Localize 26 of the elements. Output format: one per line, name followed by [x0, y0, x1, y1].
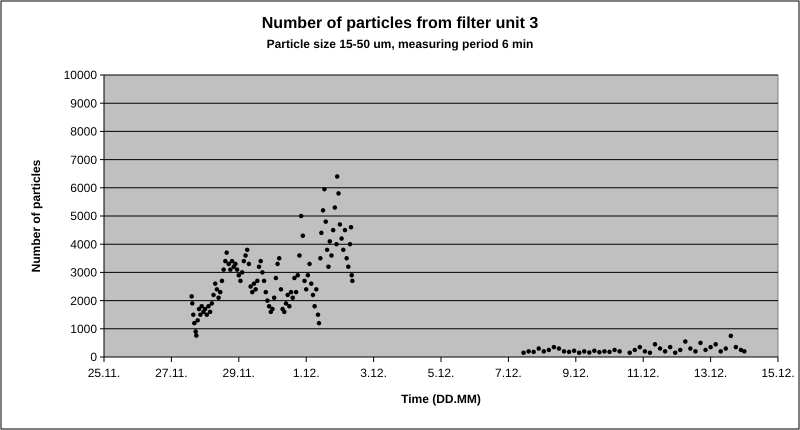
y-tick-label: 6000 [70, 181, 98, 195]
y-tick-label: 5000 [70, 209, 98, 224]
x-tick-label: 5.12. [428, 366, 454, 380]
y-tick-label: 9000 [70, 96, 98, 110]
y-tick-label: 0 [90, 350, 98, 364]
y-tick-label: 4000 [70, 237, 98, 252]
x-tick-label: 9.12. [562, 366, 590, 380]
x-tick-label: 11.12. [626, 366, 660, 380]
y-tick-label: 2000 [70, 294, 98, 308]
y-tick-label: 10000 [64, 68, 98, 82]
chart-subtitle: Particle size 15-50 um, measuring period 6 min [266, 37, 534, 51]
x-tick-label: 27.11. [155, 366, 188, 380]
x-tick-label: 15.12. [761, 366, 795, 380]
x-tick-label: 25.11. [88, 366, 120, 380]
x-tick-label: 3.12. [360, 366, 387, 380]
y-axis-title: Number of particles [29, 159, 43, 272]
y-tick-label: 1000 [70, 322, 98, 336]
x-tick-label: 13.12. [694, 366, 728, 380]
x-tick-label: 1.12. [292, 366, 320, 380]
y-tick-label: 7000 [70, 152, 98, 167]
y-tick-label: 3000 [70, 266, 98, 280]
x-tick-label: 29.11. [222, 366, 256, 380]
x-tick-label: 7.12. [495, 366, 522, 380]
y-tick-label: 8000 [70, 124, 98, 139]
x-axis-title: Time (DD.MM) [401, 392, 481, 406]
chart-title: Number of particles from filter unit 3 [262, 15, 538, 32]
